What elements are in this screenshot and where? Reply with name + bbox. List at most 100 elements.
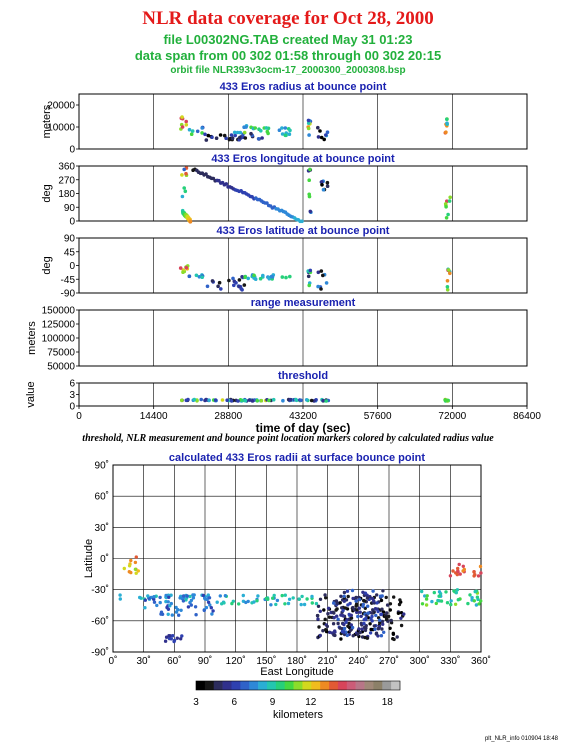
map-data-point [333,629,337,633]
map-data-point [166,607,171,611]
map-data-point [206,600,211,604]
map-data-point [457,562,461,567]
map-data-point [379,634,384,638]
panel3-data-point [178,266,183,270]
colorbar-swatch [364,681,374,690]
map-data-point [335,607,339,611]
map-data-point [138,595,142,600]
colorbar-swatch [284,681,294,690]
colorbar-swatch [196,681,206,690]
panel1-data-point [307,133,311,137]
map-xtick-label: 150˚ [256,655,276,667]
map-ytick-label: 30˚ [95,522,109,534]
map-data-point [206,593,210,597]
map-data-point [252,600,256,604]
map-xtick-label: 60˚ [167,655,181,667]
map-data-point [191,593,195,597]
panel1-data-point [253,126,257,130]
map-data-point [291,596,295,600]
map-data-point [346,603,350,607]
map-data-point [366,611,370,615]
map-data-point [332,633,336,637]
panel5-title: threshold [278,370,328,382]
colorbar-swatch [355,681,365,690]
panel2-data-point [184,171,188,176]
map-data-point [454,591,458,595]
panel5-data-point [243,398,248,403]
panel1-data-point [316,135,321,139]
map-data-point [143,606,147,610]
map-data-point [363,606,367,610]
panel3-data-point [288,274,292,279]
map-data-point [201,593,205,598]
map-data-point [166,600,170,604]
map-data-point [375,601,379,605]
map-data-point [476,597,480,602]
panel1-data-point [238,130,243,135]
map-data-point [335,614,339,618]
map-data-point [449,602,453,607]
map-data-point [300,594,304,599]
map-data-point [166,612,170,616]
panel5-data-point [199,397,203,402]
panel2-data-point [307,178,312,182]
map-data-point [398,598,402,602]
panel2-data-point [308,167,312,172]
map-data-point [129,570,133,575]
map-data-point [368,622,372,626]
panel5-data-point [203,398,207,403]
map-data-point [375,593,379,597]
panel3-data-point [205,284,210,289]
panel1-data-point [288,128,292,133]
map-data-point [218,594,222,598]
map-data-point [362,621,366,626]
panel2-data-point [325,180,330,185]
map-data-point [287,597,292,601]
map-data-point [374,613,378,618]
map-data-point [451,569,455,573]
map-data-point [382,630,386,634]
map-data-point [318,609,322,613]
map-data-point [361,590,365,594]
map-data-point [384,595,388,600]
panel1-data-point [206,133,211,138]
panel2-data-point [325,184,330,188]
panel5-xtick-label: 28800 [214,411,242,422]
map-data-point [210,612,214,616]
map-data-point [146,594,150,598]
panel3-data-point [319,269,324,273]
map-data-point [244,600,248,605]
panel5-data-point [225,398,229,403]
panel5-ytick-label: 0 [69,402,75,413]
panel1-data-point [306,126,311,131]
panel2-data-point [321,187,326,192]
map-data-point [159,612,163,616]
panel3-data-point [181,270,185,275]
map-data-point [354,595,358,600]
map-data-point [456,566,460,571]
map-data-point [436,598,440,603]
panel1-data-point [264,126,269,130]
map-data-point [399,616,403,620]
map-data-point [310,601,314,605]
panel1-data-point [222,133,227,138]
panel3-data-point [217,280,222,285]
panel3-data-point [242,283,247,287]
map-data-point [335,601,339,606]
panel1-data-point [232,130,237,135]
panel5-data-point [207,398,211,403]
map-data-point [456,598,460,602]
panel2-data-point [180,194,185,199]
map-data-point [380,607,384,611]
map-data-point [175,636,179,640]
panel1-data-point [283,133,288,138]
panel3-data-point [316,284,320,289]
map-data-point [449,599,453,603]
map-data-point [321,629,325,633]
colorbar-swatch [373,681,383,690]
map-data-point [194,613,198,617]
map-data-point [361,602,366,607]
map-data-point [445,601,450,605]
map-data-point [373,607,378,611]
panel5-data-point [247,398,252,402]
